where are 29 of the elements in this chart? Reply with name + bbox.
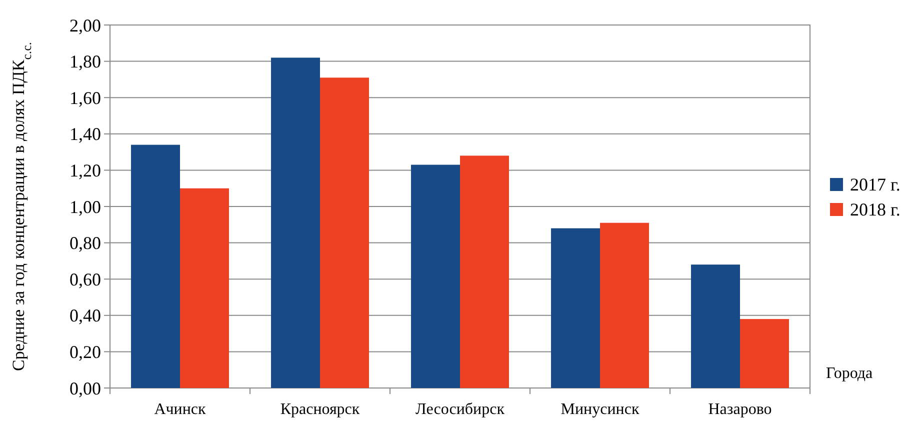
bar	[460, 156, 509, 388]
x-tick-label: Ачинск	[154, 401, 206, 418]
bar	[271, 58, 320, 388]
y-tick-label: 1,80	[70, 52, 101, 72]
y-tick-label: 1,40	[70, 124, 101, 144]
y-tick-label: 1,60	[70, 88, 101, 108]
y-tick-label: 0,20	[70, 342, 101, 362]
bar	[740, 319, 789, 388]
bar	[411, 164, 460, 388]
bar	[320, 78, 369, 388]
y-tick-label: 2,00	[70, 15, 101, 36]
bar	[131, 144, 180, 388]
legend-label: 2018 г.	[850, 199, 900, 220]
bar	[691, 264, 740, 388]
x-tick-label: Назарово	[708, 401, 772, 418]
bar	[180, 188, 229, 388]
y-tick-label: 0,00	[70, 378, 101, 398]
y-tick-label: 0,60	[70, 269, 101, 290]
x-axis-title: Города	[826, 365, 873, 382]
bar	[600, 222, 649, 388]
bar	[551, 228, 600, 388]
y-tick-label: 1,00	[70, 196, 101, 217]
y-tick-label: 0,80	[70, 233, 101, 254]
y-tick-label: 1,20	[70, 160, 101, 180]
x-tick-label: Лесосибирск	[416, 401, 505, 418]
x-tick-label: Минусинск	[560, 401, 640, 418]
x-tick-label: Красноярск	[280, 401, 360, 418]
y-tick-label: 0,40	[70, 306, 101, 326]
legend-label: 2017 г.	[850, 174, 900, 194]
